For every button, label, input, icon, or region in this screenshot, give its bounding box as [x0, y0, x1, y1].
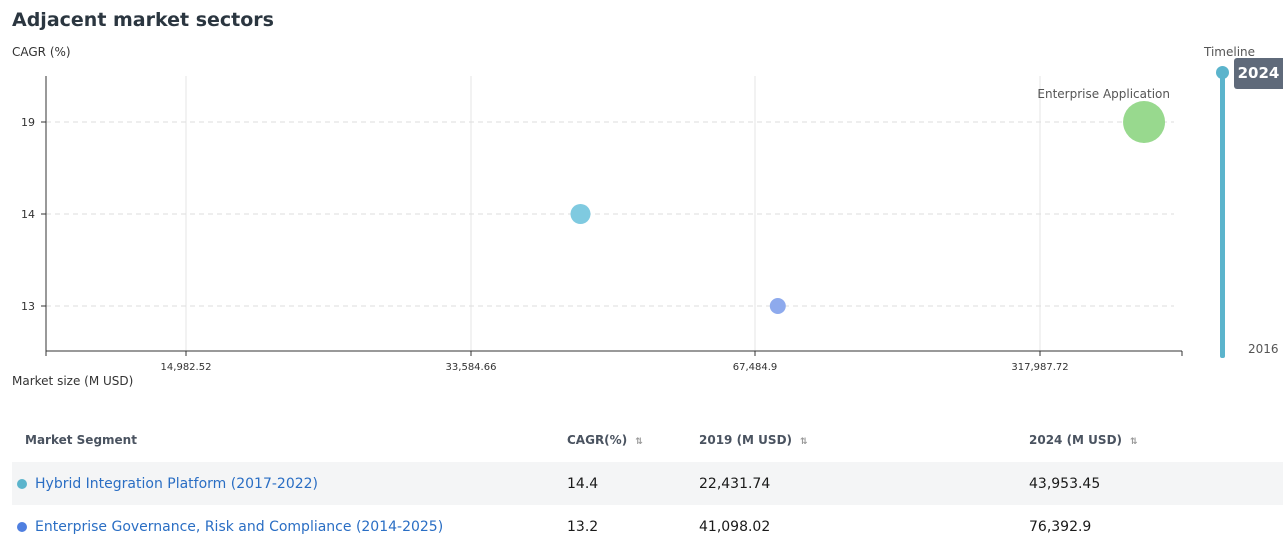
- segment-link[interactable]: Hybrid Integration Platform (2017-2022): [35, 476, 318, 492]
- segment-color-dot: [17, 522, 27, 532]
- timeline-start-year: 2016: [1248, 342, 1279, 356]
- cagr-cell: 14.4: [555, 462, 699, 505]
- x-tick-label: 317,987.72: [1011, 362, 1068, 373]
- bubble-chart: 19 14 13 14,982.52 33,584.66 67,484.9 317,987.…: [0, 0, 1190, 380]
- segment-color-dot: [17, 479, 27, 489]
- sort-icon[interactable]: ⇅: [635, 437, 643, 447]
- table-row: Hybrid Integration Platform (2017-2022) …: [12, 462, 1283, 505]
- y-tick-label: 13: [21, 300, 35, 313]
- column-header-segment: Market Segment: [12, 418, 555, 462]
- segment-link[interactable]: Enterprise Governance, Risk and Complian…: [35, 519, 443, 535]
- bubble-label: Enterprise Application: [1037, 87, 1170, 101]
- column-header-2024[interactable]: 2024 (M USD)⇅: [1029, 418, 1283, 462]
- bubble-point: [571, 204, 591, 224]
- sort-icon[interactable]: ⇅: [1130, 437, 1138, 447]
- y-tick-label: 19: [21, 116, 35, 129]
- y-tick-label: 14: [21, 208, 35, 221]
- market-segment-table: Market Segment CAGR(%)⇅ 2019 (M USD)⇅ 20…: [12, 418, 1283, 548]
- value-2019-cell: 41,098.02: [699, 505, 1029, 548]
- column-header-2019[interactable]: 2019 (M USD)⇅: [699, 418, 1029, 462]
- table-header-row: Market Segment CAGR(%)⇅ 2019 (M USD)⇅ 20…: [12, 418, 1283, 462]
- x-tick-label: 33,584.66: [446, 362, 497, 373]
- segment-cell: Enterprise Governance, Risk and Complian…: [12, 505, 555, 548]
- timeline-current-year: 2024: [1234, 58, 1283, 89]
- timeline-handle[interactable]: [1216, 66, 1229, 79]
- bubble-point: [770, 298, 786, 314]
- column-header-cagr[interactable]: CAGR(%)⇅: [555, 418, 699, 462]
- x-tick-label: 67,484.9: [733, 362, 778, 373]
- value-2019-cell: 22,431.74: [699, 462, 1029, 505]
- segment-cell: Hybrid Integration Platform (2017-2022): [12, 462, 555, 505]
- x-tick-label: 14,982.52: [161, 362, 212, 373]
- timeline-track[interactable]: [1220, 72, 1225, 358]
- value-2024-cell: 43,953.45: [1029, 462, 1283, 505]
- cagr-cell: 13.2: [555, 505, 699, 548]
- table-row: Enterprise Governance, Risk and Complian…: [12, 505, 1283, 548]
- timeline-label: Timeline: [1204, 45, 1255, 59]
- bubble-point: [1123, 101, 1165, 143]
- sort-icon[interactable]: ⇅: [800, 437, 808, 447]
- value-2024-cell: 76,392.9: [1029, 505, 1283, 548]
